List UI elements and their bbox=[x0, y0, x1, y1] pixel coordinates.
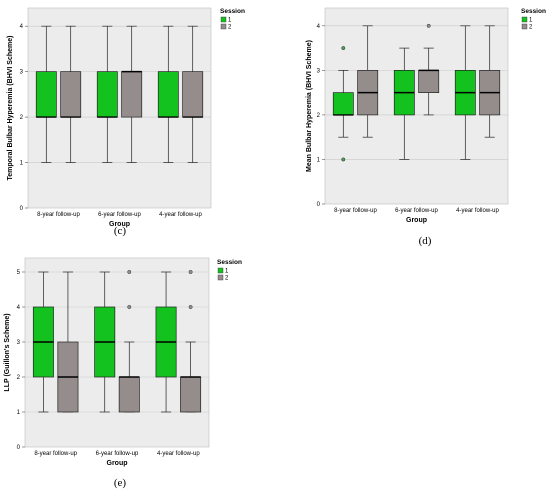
y-tick-label: 4 bbox=[317, 24, 321, 30]
legend-label-session1: 1 bbox=[225, 269, 229, 275]
box-session2-2 bbox=[121, 25, 143, 163]
x-tick-label: 8-year follow-up bbox=[334, 208, 377, 214]
y-tick-label: 0 bbox=[20, 206, 24, 212]
outlier-point bbox=[188, 305, 193, 309]
legend: Session 12 bbox=[521, 8, 546, 31]
box-session2-3 bbox=[182, 25, 204, 163]
y-tick-label: 2 bbox=[317, 113, 321, 119]
box-session1-2 bbox=[94, 271, 116, 413]
x-tick-label: 6-year follow-up bbox=[96, 451, 139, 457]
plot-area bbox=[27, 7, 212, 209]
x-axis-title: Group bbox=[107, 460, 128, 467]
legend-label-session1: 1 bbox=[529, 18, 533, 24]
y-tick-label: 3 bbox=[317, 68, 321, 74]
box-body bbox=[182, 71, 204, 118]
box-body bbox=[157, 71, 179, 118]
legend-title: Session bbox=[217, 259, 242, 266]
y-tick-label: 1 bbox=[317, 157, 321, 163]
legend-title: Session bbox=[220, 8, 245, 15]
box-session2-1 bbox=[57, 271, 79, 413]
plot-area bbox=[324, 7, 509, 205]
box-body bbox=[35, 71, 57, 118]
legend-swatch-session1 bbox=[220, 16, 227, 23]
box-session1-3 bbox=[454, 25, 476, 160]
x-tick-label: 6-year follow-up bbox=[98, 212, 141, 218]
box-body bbox=[121, 71, 143, 118]
y-tick-label: 2 bbox=[20, 115, 24, 121]
box-session2-3 bbox=[180, 270, 202, 413]
legend-title: Session bbox=[521, 8, 546, 15]
outlier-point bbox=[188, 270, 193, 274]
y-tick-label: 2 bbox=[17, 375, 21, 381]
legend-swatch-session2 bbox=[217, 274, 224, 281]
x-tick-label: 6-year follow-up bbox=[395, 208, 438, 214]
box-session1-1 bbox=[332, 46, 354, 162]
outlier-point bbox=[127, 270, 132, 274]
box-session1-1 bbox=[32, 271, 54, 413]
box-session2-3 bbox=[479, 25, 501, 138]
box-body bbox=[118, 376, 140, 413]
y-axis-title: LLP (Guillon's Scheme) bbox=[4, 313, 11, 391]
plot-area bbox=[24, 257, 210, 448]
box-session1-2 bbox=[393, 47, 415, 160]
panel-caption: (d) bbox=[419, 235, 432, 247]
outlier-point bbox=[341, 157, 346, 162]
x-axis-title: Group bbox=[109, 221, 130, 228]
box-session2-2 bbox=[118, 270, 140, 413]
y-tick-label: 3 bbox=[17, 340, 21, 346]
x-tick-label: 8-year follow-up bbox=[37, 212, 80, 218]
legend-swatch-session2 bbox=[521, 23, 528, 30]
box-body bbox=[180, 376, 202, 413]
box-session2-1 bbox=[357, 25, 379, 138]
box-session1-2 bbox=[96, 25, 118, 163]
y-tick-label: 0 bbox=[17, 445, 21, 451]
legend: Session 12 bbox=[217, 259, 242, 282]
box-body bbox=[332, 92, 354, 116]
box-body bbox=[96, 71, 118, 118]
legend-label-session2: 2 bbox=[225, 276, 229, 282]
x-tick-label: 8-year follow-up bbox=[34, 451, 77, 457]
legend-swatch-session1 bbox=[217, 267, 224, 274]
legend: Session 12 bbox=[220, 8, 245, 31]
outlier-point bbox=[341, 46, 346, 51]
box-session1-3 bbox=[155, 271, 177, 413]
legend-label-session2: 2 bbox=[228, 25, 232, 31]
y-axis-title: Temporal Bulbar Hyperemia (BHVI Scheme) bbox=[7, 36, 14, 181]
y-tick-label: 1 bbox=[20, 161, 24, 167]
legend-swatch-session1 bbox=[521, 16, 528, 23]
box-body bbox=[418, 70, 440, 93]
legend-swatch-session2 bbox=[220, 23, 227, 30]
y-tick-label: 4 bbox=[20, 24, 24, 30]
box-session2-1 bbox=[60, 25, 82, 163]
outlier-point bbox=[127, 305, 132, 309]
outlier-point bbox=[426, 23, 431, 28]
box-session1-3 bbox=[157, 25, 179, 163]
x-axis-title: Group bbox=[406, 217, 427, 224]
box-session1-1 bbox=[35, 25, 57, 163]
y-tick-label: 3 bbox=[20, 70, 24, 76]
legend-label-session2: 2 bbox=[529, 25, 533, 31]
y-tick-label: 1 bbox=[17, 410, 21, 416]
x-tick-label: 4-year follow-up bbox=[157, 451, 200, 457]
panel-caption: (e) bbox=[114, 477, 127, 489]
legend-label-session1: 1 bbox=[228, 18, 232, 24]
y-axis-title: Mean Bulbar Hyperemia (BHVI Scheme) bbox=[306, 40, 313, 172]
x-tick-label: 4-year follow-up bbox=[159, 212, 202, 218]
y-tick-label: 4 bbox=[17, 305, 21, 311]
x-tick-label: 4-year follow-up bbox=[456, 208, 499, 214]
box-body bbox=[60, 71, 82, 118]
box-session2-2 bbox=[418, 23, 440, 116]
panel-caption: (c) bbox=[114, 225, 127, 237]
y-tick-label: 0 bbox=[317, 202, 321, 208]
y-tick-label: 5 bbox=[17, 270, 21, 276]
